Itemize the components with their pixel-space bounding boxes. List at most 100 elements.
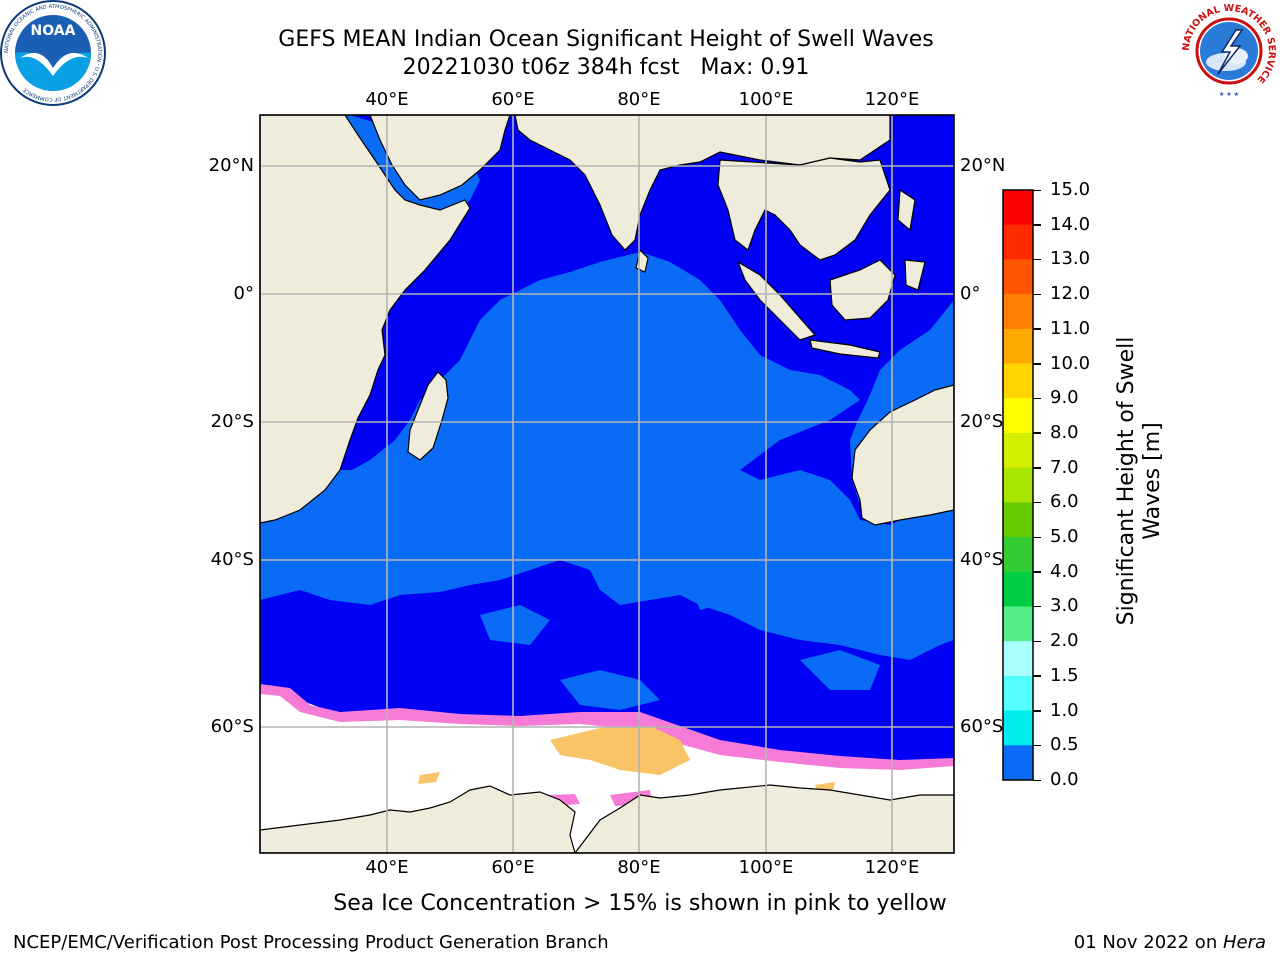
colorbar-cell xyxy=(1003,641,1033,677)
colorbar-tick-mark xyxy=(1033,536,1041,539)
footer-date: 01 Nov 2022 on xyxy=(1073,932,1223,953)
land-se-asia xyxy=(717,157,891,261)
lat-label-left: 40°S xyxy=(210,549,254,570)
colorbar-tick-label: 1.0 xyxy=(1050,699,1079,721)
map-subtitle: 20221030 t06z 384h fcst Max: 0.91 xyxy=(402,55,810,80)
colorbar-tick-mark xyxy=(1033,710,1041,712)
colorbar-tick-mark xyxy=(1033,605,1041,608)
colorbar-cell xyxy=(1003,745,1033,781)
colorbar-cell xyxy=(1003,259,1033,295)
noaa-logo: NOAA NATIONAL OCEANIC AND ATMOSPHERIC AD… xyxy=(0,0,106,106)
colorbar-tick-label: 7.0 xyxy=(1050,456,1079,478)
colorbar-title-line: Significant Height of Swell Waves [m] xyxy=(1114,336,1165,626)
land-borneo xyxy=(829,259,896,321)
colorbar-tick-label: 10.0 xyxy=(1050,352,1091,374)
land-arabia xyxy=(369,115,511,201)
colorbar-tick-label: 11.0 xyxy=(1050,317,1091,339)
footer-left: NCEP/EMC/Verification Post Processing Pr… xyxy=(13,932,609,953)
colorbar-tick-label: 8.0 xyxy=(1050,421,1079,443)
colorbar-cell xyxy=(1003,606,1033,642)
colorbar-tick-label: 6.0 xyxy=(1050,491,1079,513)
noaa-logo-text: NOAA xyxy=(31,23,76,39)
lon-label-top: 120°E xyxy=(864,89,920,110)
lon-label-bottom: 40°E xyxy=(365,857,409,878)
land-madagascar xyxy=(407,371,449,461)
colorbar-cell xyxy=(1003,710,1033,746)
nws-logo: NATIONAL WEATHER SERVICE ★ ★ ★ xyxy=(1180,2,1278,100)
land-sumatra xyxy=(736,260,817,341)
colorbar-cell xyxy=(1003,432,1033,469)
colorbar-cell xyxy=(1003,502,1033,538)
lon-label-top: 60°E xyxy=(491,89,535,110)
colorbar-tick-mark xyxy=(1033,293,1041,296)
colorbar-tick-label: 9.0 xyxy=(1050,387,1079,409)
colorbar-tick-label: 3.0 xyxy=(1050,595,1079,617)
colorbar-tick-label: 13.0 xyxy=(1050,248,1091,270)
lon-label-top: 80°E xyxy=(617,89,661,110)
colorbar-tick-mark xyxy=(1033,432,1041,434)
colorbar-tick-mark xyxy=(1033,397,1041,400)
colorbar-tick-mark xyxy=(1033,640,1041,643)
colorbar-cell xyxy=(1003,675,1033,712)
colorbar-tick-mark xyxy=(1033,675,1041,677)
colorbar-tick-label: 5.0 xyxy=(1050,526,1079,548)
colorbar-tick-label: 4.0 xyxy=(1050,560,1079,582)
footer-machine: Hera xyxy=(1222,932,1266,953)
lat-label-left: 60°S xyxy=(210,716,254,737)
colorbar-title: Significant Height of Swell Waves [m] xyxy=(1114,331,1166,631)
colorbar-cell xyxy=(1003,571,1033,607)
colorbar-tick-mark xyxy=(1033,363,1041,365)
svg-text:★ ★ ★: ★ ★ ★ xyxy=(1219,91,1239,98)
lat-label-right: 60°S xyxy=(960,716,1004,737)
sea-ice-yellow xyxy=(550,726,690,775)
sea-ice-pink xyxy=(260,684,954,770)
map-title: GEFS MEAN Indian Ocean Significant Heigh… xyxy=(278,27,934,52)
land-antarctica xyxy=(260,784,954,853)
colorbar-tick-mark xyxy=(1033,328,1041,330)
lat-label-left: 0° xyxy=(233,283,254,304)
colorbar-cell xyxy=(1003,190,1033,226)
colorbar-tick-label: 15.0 xyxy=(1050,179,1091,200)
colorbar-cell xyxy=(1003,467,1033,503)
colorbar-cell xyxy=(1003,294,1033,330)
colorbar-tick-mark xyxy=(1033,501,1041,504)
lon-label-top: 100°E xyxy=(738,89,794,110)
colorbar-tick-label: 0.5 xyxy=(1050,734,1079,756)
lon-label-bottom: 60°E xyxy=(491,857,535,878)
sea-ice-caption: Sea Ice Concentration > 15% is shown in … xyxy=(333,891,947,916)
colorbar-cell xyxy=(1003,328,1033,365)
colorbar-cell xyxy=(1003,224,1033,260)
colorbar-tick-mark xyxy=(1033,779,1041,781)
colorbar-tick-label: 2.0 xyxy=(1050,630,1079,652)
colorbar-tick-label: 12.0 xyxy=(1050,283,1091,305)
land-australia xyxy=(851,384,954,526)
lat-label-right: 20°N xyxy=(960,155,1006,176)
colorbar-tick-label: 1.5 xyxy=(1050,664,1079,686)
lat-label-right: 40°S xyxy=(960,549,1004,570)
colorbar-tick-mark xyxy=(1033,467,1041,469)
lat-label-left: 20°N xyxy=(208,155,254,176)
graticule xyxy=(260,115,954,853)
colorbar-tick-label: 0.0 xyxy=(1050,769,1079,790)
colorbar-cell xyxy=(1003,398,1033,434)
lon-label-bottom: 100°E xyxy=(738,857,794,878)
map-frame xyxy=(259,114,955,854)
lat-label-right: 0° xyxy=(960,283,981,304)
lat-label-right: 20°S xyxy=(960,411,1004,432)
lat-label-left: 20°S xyxy=(210,411,254,432)
colorbar-cell xyxy=(1003,363,1033,399)
colorbar-tick-mark xyxy=(1033,224,1041,226)
footer-right: 01 Nov 2022 on Hera xyxy=(1074,932,1266,954)
colorbar-tick-mark xyxy=(1033,189,1041,191)
lon-label-bottom: 120°E xyxy=(864,857,920,878)
colorbar-tick-label: 14.0 xyxy=(1050,213,1091,235)
colorbar xyxy=(1002,189,1034,781)
colorbar-tick-mark xyxy=(1033,258,1041,261)
colorbar-tick-mark xyxy=(1033,744,1041,747)
land-india xyxy=(514,115,891,251)
lon-label-bottom: 80°E xyxy=(617,857,661,878)
lon-label-top: 40°E xyxy=(365,89,409,110)
colorbar-cell xyxy=(1003,537,1033,573)
colorbar-tick-mark xyxy=(1033,571,1041,573)
